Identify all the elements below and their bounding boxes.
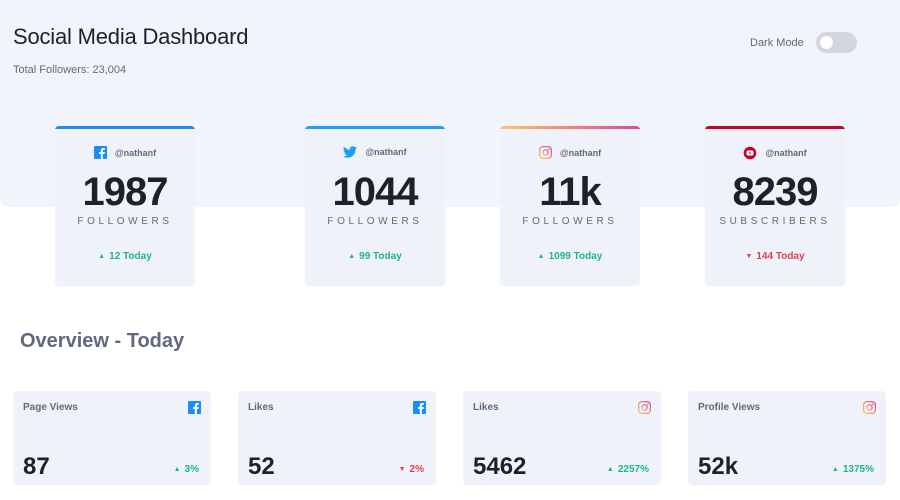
card-accent-bar xyxy=(705,126,845,129)
overview-card-page-views[interactable]: Page Views 87 ▲ 3% xyxy=(13,391,211,485)
overview-change: ▲ 1375% xyxy=(831,464,874,475)
overview-value: 52 xyxy=(248,453,275,480)
card-handle: @nathanf xyxy=(365,147,407,157)
card-handle: @nathanf xyxy=(765,148,807,158)
card-facebook[interactable]: @nathanf 1987 FOLLOWERS ▲ 12 Today xyxy=(55,126,195,286)
follower-count: 1044 xyxy=(332,170,419,214)
instagram-icon xyxy=(638,401,651,414)
arrow-up-icon: ▲ xyxy=(348,253,356,260)
arrow-up-icon: ▲ xyxy=(98,253,106,260)
follower-count: 11k xyxy=(539,170,602,214)
daily-change: ▼ 144 Today xyxy=(745,251,805,262)
follower-label: FOLLOWERS xyxy=(327,216,423,227)
daily-change: ▲ 1099 Today xyxy=(537,251,603,262)
overview-label: Likes xyxy=(248,402,274,413)
overview-change: ▼ 2% xyxy=(398,464,424,475)
overview-card-profile-views[interactable]: Profile Views 52k ▲ 1375% xyxy=(688,391,886,485)
youtube-icon xyxy=(743,146,757,160)
overview-label: Profile Views xyxy=(698,402,761,413)
daily-change: ▲ 99 Today xyxy=(348,251,402,262)
arrow-up-icon: ▲ xyxy=(537,253,545,260)
overview-value: 87 xyxy=(23,453,50,480)
card-accent-bar xyxy=(500,126,640,129)
instagram-icon xyxy=(538,146,552,159)
twitter-icon xyxy=(343,146,358,158)
dark-mode-control: Dark Mode xyxy=(750,32,857,53)
card-twitter[interactable]: @nathanf 1044 FOLLOWERS ▲ 99 Today xyxy=(305,126,445,286)
overview-label: Page Views xyxy=(23,402,78,413)
facebook-icon xyxy=(413,401,426,414)
follower-label: FOLLOWERS xyxy=(522,216,618,227)
card-instagram[interactable]: @nathanf 11k FOLLOWERS ▲ 1099 Today xyxy=(500,126,640,286)
dark-mode-toggle[interactable] xyxy=(815,32,857,53)
overview-change: ▲ 2257% xyxy=(606,464,649,475)
arrow-up-icon: ▲ xyxy=(173,466,181,473)
follower-label: FOLLOWERS xyxy=(77,216,173,227)
arrow-down-icon: ▼ xyxy=(745,253,753,260)
instagram-icon xyxy=(863,401,876,414)
card-handle: @nathanf xyxy=(559,147,602,158)
arrow-down-icon: ▼ xyxy=(398,466,406,473)
arrow-up-icon: ▲ xyxy=(831,466,839,473)
card-youtube[interactable]: @nathanf 8239 SUBSCRIBERS ▼ 144 Today xyxy=(705,126,845,286)
page-title: Social Media Dashboard xyxy=(13,24,249,49)
overview-change: ▲ 3% xyxy=(173,464,199,475)
card-handle: @nathanf xyxy=(114,147,157,158)
facebook-icon xyxy=(188,401,201,414)
overview-card-facebook-likes[interactable]: Likes 52 ▼ 2% xyxy=(238,391,436,485)
card-accent-bar xyxy=(305,126,445,129)
overview-card-instagram-likes[interactable]: Likes 5462 ▲ 2257% xyxy=(463,391,661,485)
total-followers: Total Followers: 23,004 xyxy=(13,64,127,76)
overview-value: 52k xyxy=(698,453,739,480)
dark-mode-label: Dark Mode xyxy=(750,36,804,49)
toggle-knob xyxy=(819,36,833,49)
subscriber-count: 8239 xyxy=(732,170,819,214)
arrow-up-icon: ▲ xyxy=(606,466,614,473)
overview-label: Likes xyxy=(473,402,499,413)
subscriber-label: SUBSCRIBERS xyxy=(719,216,831,227)
overview-title: Overview - Today xyxy=(20,330,185,352)
card-accent-bar xyxy=(55,126,195,129)
overview-value: 5462 xyxy=(473,453,527,480)
daily-change: ▲ 12 Today xyxy=(98,251,152,262)
facebook-icon xyxy=(93,146,107,159)
follower-count: 1987 xyxy=(82,170,169,214)
